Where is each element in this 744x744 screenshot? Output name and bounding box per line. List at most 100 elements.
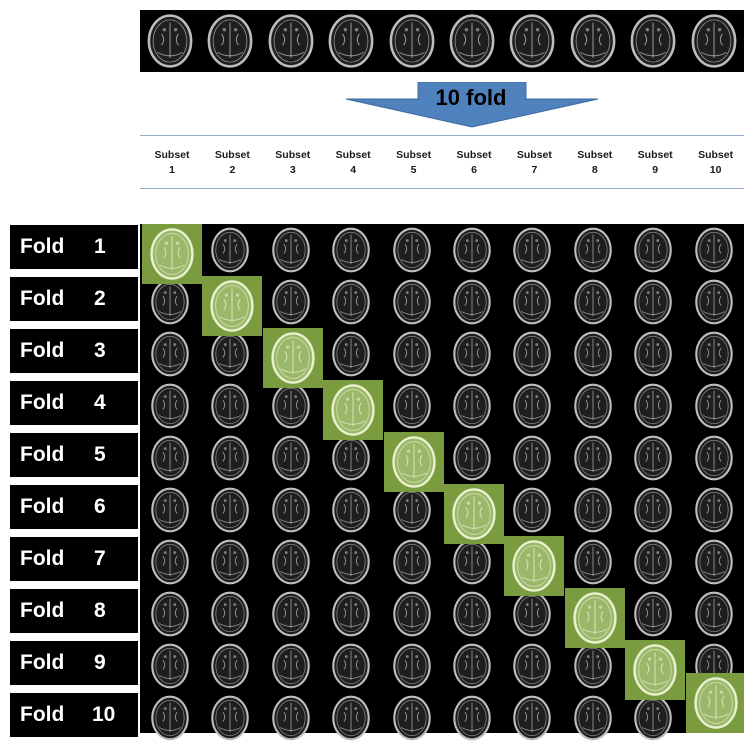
brain-scan-icon — [574, 643, 612, 689]
brain-scan-icon — [268, 14, 314, 68]
fold-word: Fold — [20, 599, 65, 622]
train-subset-cell — [261, 484, 321, 536]
dataset-image-strip — [140, 10, 744, 72]
subset-word: Subset — [456, 149, 492, 161]
train-subset-cell — [623, 224, 683, 276]
train-subset-cell — [261, 692, 321, 744]
train-subset-cell — [442, 640, 502, 692]
arrow-label: 10 fold — [435, 85, 507, 110]
train-subset-cell — [200, 380, 260, 432]
fold-word: Fold — [20, 703, 65, 726]
train-subset-cell — [140, 328, 200, 380]
train-subset-cell — [200, 484, 260, 536]
train-subset-cell — [382, 588, 442, 640]
brain-scan-icon — [694, 279, 733, 325]
fold-number: 5 — [94, 443, 106, 466]
train-subset-cell — [140, 432, 200, 484]
train-subset-cell — [200, 588, 260, 640]
fold-separator — [10, 477, 140, 481]
fold-word: Fold — [20, 651, 65, 674]
strip-scan — [502, 10, 562, 72]
test-subset-cell — [625, 640, 686, 700]
train-subset-cell — [563, 484, 623, 536]
train-subset-cell — [502, 380, 562, 432]
brain-scan-icon — [694, 539, 733, 585]
brain-scan-icon — [513, 279, 552, 325]
brain-scan-icon — [272, 279, 310, 325]
brain-scan-icon — [332, 539, 370, 585]
train-subset-cell — [140, 276, 200, 328]
train-subset-cell — [382, 224, 442, 276]
subset-label: Subset 4 — [323, 148, 383, 178]
fold-word: Fold — [20, 391, 65, 414]
subset-number: 9 — [652, 164, 659, 176]
train-subset-cell — [321, 328, 381, 380]
brain-scan-icon — [573, 592, 617, 644]
train-subset-cell — [442, 276, 502, 328]
fold-separator — [10, 269, 140, 273]
brain-scan-icon — [452, 488, 496, 540]
train-subset-cell — [502, 484, 562, 536]
test-subset-cell — [323, 380, 384, 440]
train-subset-cell — [502, 224, 562, 276]
brain-scan-icon — [272, 227, 310, 273]
train-subset-cell — [261, 640, 321, 692]
brain-scan-icon — [453, 435, 491, 481]
fold-word: Fold — [20, 235, 65, 258]
brain-scan-icon — [634, 591, 672, 637]
brain-scan-icon — [392, 383, 431, 429]
brain-scan-icon — [151, 383, 189, 429]
brain-scan-icon — [271, 332, 315, 384]
train-subset-cell — [261, 588, 321, 640]
brain-scan-icon — [151, 591, 189, 637]
fold-separator — [10, 581, 140, 585]
train-subset-cell — [442, 224, 502, 276]
fold-label: Fold 9 — [10, 641, 138, 685]
brain-scan-icon — [449, 14, 495, 68]
subset-number: 3 — [289, 164, 296, 176]
brain-scan-icon — [332, 695, 370, 741]
train-subset-cell — [200, 640, 260, 692]
test-subset-cell — [202, 276, 263, 336]
fold-separator — [10, 685, 140, 689]
fold-label: Fold 6 — [10, 485, 138, 529]
train-subset-cell — [623, 536, 683, 588]
subset-word: Subset — [154, 149, 190, 161]
train-subset-cell — [140, 484, 200, 536]
train-subset-cell — [140, 536, 200, 588]
fold-word: Fold — [20, 547, 65, 570]
brain-scan-icon — [634, 435, 672, 481]
brain-scan-icon — [211, 227, 250, 273]
fold-word: Fold — [20, 287, 65, 310]
brain-scan-icon — [634, 279, 672, 325]
train-subset-cell — [321, 276, 381, 328]
brain-scan-icon — [574, 383, 612, 429]
fold-number: 9 — [94, 651, 106, 674]
train-subset-cell — [321, 536, 381, 588]
brain-scan-icon — [574, 227, 612, 273]
fold-separator — [10, 529, 140, 533]
subset-label: Subset 3 — [263, 148, 323, 178]
train-subset-cell — [321, 224, 381, 276]
strip-scan — [442, 10, 502, 72]
train-subset-cell — [200, 432, 260, 484]
subset-label: Subset 9 — [625, 148, 685, 178]
brain-scan-icon — [513, 435, 552, 481]
brain-scan-icon — [513, 227, 552, 273]
brain-scan-icon — [634, 383, 672, 429]
subset-number: 2 — [229, 164, 236, 176]
subset-number: 7 — [531, 164, 538, 176]
strip-scan — [623, 10, 683, 72]
fold-number: 10 — [92, 703, 116, 726]
brain-scan-icon — [392, 591, 431, 637]
subset-label: Subset 1 — [142, 148, 202, 178]
subset-word: Subset — [698, 149, 734, 161]
train-subset-cell — [140, 640, 200, 692]
brain-scan-icon — [634, 487, 672, 533]
brain-scan-icon — [151, 487, 189, 533]
brain-scan-icon — [453, 331, 491, 377]
subset-word: Subset — [275, 149, 311, 161]
train-subset-cell — [684, 484, 744, 536]
train-subset-cell — [502, 276, 562, 328]
subset-word: Subset — [516, 149, 552, 161]
